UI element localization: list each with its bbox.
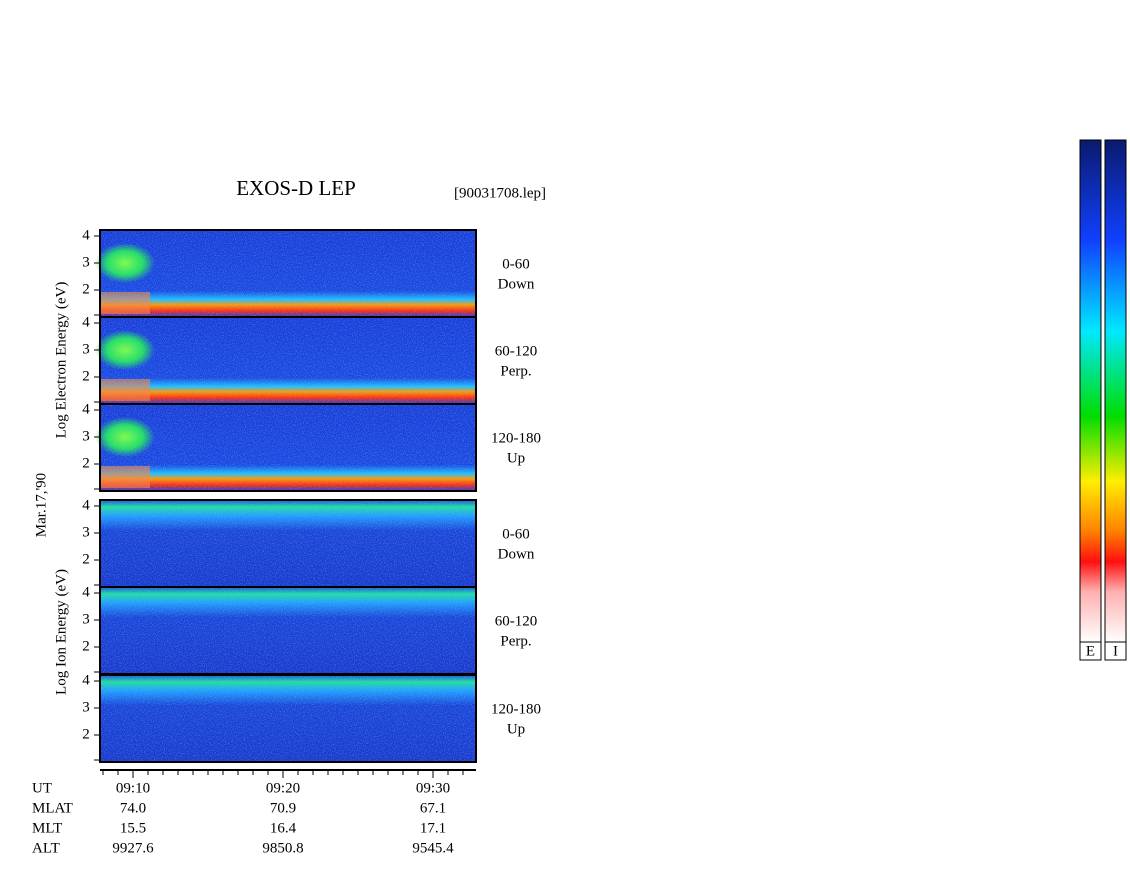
spectrogram-noise <box>100 317 476 404</box>
direction-label: Perp. <box>500 633 531 649</box>
row-value: 70.9 <box>270 800 296 816</box>
colorbar-label-box <box>1104 641 1127 661</box>
row-value: 15.5 <box>120 820 146 836</box>
title: EXOS-D LEP <box>236 176 356 200</box>
y-tick-label: 3 <box>82 699 90 715</box>
angle-label: 0-60 <box>502 256 530 272</box>
row-label: MLAT <box>32 800 73 816</box>
panel-frame <box>99 403 477 492</box>
y-tick-label: 3 <box>82 254 90 270</box>
row-value: 09:10 <box>116 780 150 796</box>
date: Mar.17,'90 <box>33 473 49 537</box>
y-tick-label: 4 <box>82 227 90 243</box>
row-value: 09:20 <box>266 780 300 796</box>
y-tick-label: 4 <box>82 401 90 417</box>
colorbar-label-box <box>1079 641 1102 661</box>
direction-label: Up <box>507 721 525 737</box>
angle-label: 60-120 <box>495 613 538 629</box>
panel-frame <box>99 674 477 763</box>
row-value: 17.1 <box>420 820 446 836</box>
row-value: 67.1 <box>420 800 446 816</box>
direction-label: Down <box>498 276 535 292</box>
spectrogram-noise <box>100 230 476 317</box>
angle-label: 120-180 <box>491 430 541 446</box>
y-tick-label: 4 <box>82 497 90 513</box>
y-tick-label: 3 <box>82 524 90 540</box>
electron-axis-label: Log Electron Energy (eV) <box>53 282 69 439</box>
row-value: 9545.4 <box>412 840 454 856</box>
row-value: 9927.6 <box>112 840 154 856</box>
y-tick-label: 3 <box>82 611 90 627</box>
direction-label: Perp. <box>500 363 531 379</box>
colorbar-label: E <box>1086 643 1095 659</box>
row-label: UT <box>32 780 52 796</box>
angle-label: 120-180 <box>491 701 541 717</box>
y-tick-label: 2 <box>82 726 90 742</box>
ion-axis-label: Log Ion Energy (eV) <box>53 569 69 695</box>
colorbar-label: I <box>1113 643 1118 659</box>
row-value: 16.4 <box>270 820 297 836</box>
spectrogram-noise <box>100 404 476 491</box>
angle-label: 0-60 <box>502 526 530 542</box>
colorbar <box>1079 139 1102 643</box>
y-tick-label: 4 <box>82 672 90 688</box>
row-value: 9850.8 <box>262 840 303 856</box>
row-value: 09:30 <box>416 780 450 796</box>
direction-label: Down <box>498 546 535 562</box>
y-tick-label: 2 <box>82 455 90 471</box>
file-name: [90031708.lep] <box>454 185 546 201</box>
spectrogram-noise <box>100 675 476 762</box>
direction-label: Up <box>507 450 525 466</box>
y-tick-label: 4 <box>82 584 90 600</box>
y-tick-label: 2 <box>82 281 90 297</box>
spectrogram-noise <box>100 500 476 587</box>
row-label: ALT <box>32 840 60 856</box>
y-tick-label: 2 <box>82 638 90 654</box>
spectrogram-noise <box>100 587 476 674</box>
y-tick-label: 3 <box>82 341 90 357</box>
row-value: 74.0 <box>120 800 146 816</box>
colorbar <box>1104 139 1127 643</box>
row-label: MLT <box>32 820 62 836</box>
y-tick-label: 2 <box>82 551 90 567</box>
angle-label: 60-120 <box>495 343 538 359</box>
y-tick-label: 3 <box>82 428 90 444</box>
y-tick-label: 2 <box>82 368 90 384</box>
y-tick-label: 4 <box>82 314 90 330</box>
